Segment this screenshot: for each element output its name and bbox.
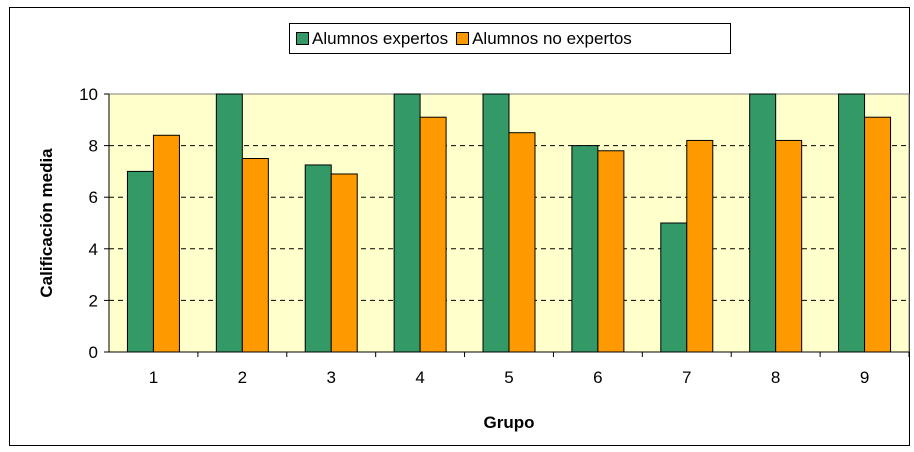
y-tick-label: 6 [89,188,98,207]
bar-no-expertos [330,173,358,353]
x-tick-label: 6 [593,368,602,387]
y-axis-title: Calificación media [37,148,56,298]
legend-label-expertos: Alumnos expertos [312,28,449,48]
x-tick-label: 5 [504,368,513,387]
legend-swatch-expertos [296,32,309,45]
bar-no-expertos [597,150,625,353]
legend-item-expertos: Alumnos expertos [296,29,448,49]
y-tick-label: 10 [79,85,98,104]
bar-no-expertos [241,158,269,353]
y-tick-label: 4 [89,240,98,259]
legend-item-no-expertos: Alumnos no expertos [456,29,632,49]
bar-expertos [482,93,510,353]
bar-expertos [304,164,332,353]
bars [126,93,892,353]
bar-expertos [660,222,688,353]
bar-no-expertos [775,139,803,353]
x-tick-label: 7 [682,368,691,387]
y-tick-labels: 0 2 4 6 8 10 [79,85,109,362]
x-tick-label: 1 [149,368,158,387]
x-tick-label: 8 [771,368,780,387]
bar-no-expertos [508,132,536,353]
bar-no-expertos [864,116,892,353]
bar-expertos [215,93,243,353]
x-tick-label: 4 [415,368,424,387]
x-tick-label: 9 [860,368,869,387]
y-tick-label: 8 [89,137,98,156]
y-tick-label: 0 [89,343,98,362]
bar-expertos [749,93,777,353]
x-tick-label: 3 [326,368,335,387]
x-tick-label: 2 [238,368,247,387]
bar-expertos [838,93,866,353]
x-tick-labels: 1 2 3 4 5 6 7 8 9 [149,352,910,387]
bar-no-expertos [419,116,447,353]
legend: Alumnos expertos Alumnos no expertos [289,23,731,54]
y-tick-label: 2 [89,291,98,310]
bar-expertos [126,170,154,353]
bar-no-expertos [152,134,180,353]
x-axis-title: Grupo [484,413,535,432]
bar-expertos [393,93,421,353]
bar-no-expertos [686,139,714,353]
legend-label-no-expertos: Alumnos no expertos [472,28,632,48]
legend-swatch-no-expertos [456,32,470,45]
bar-expertos [571,145,599,353]
